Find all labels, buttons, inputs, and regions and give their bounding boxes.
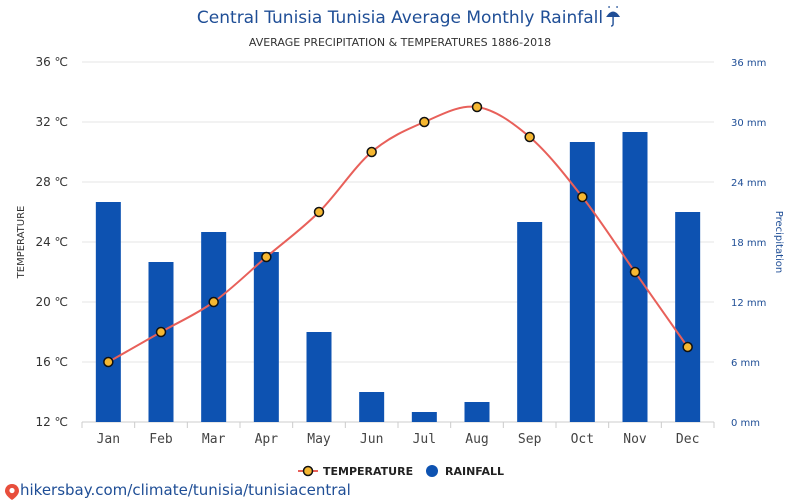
x-axis: Jan Feb Mar Apr May Jun Jul Aug Sep Oct Nov Dec	[97, 432, 700, 447]
x-tick-label: Nov	[623, 432, 647, 447]
y-right-tick-label: 24 mm	[731, 178, 766, 189]
y-left-tick-label: 20 ℃	[35, 295, 68, 309]
rainfall-bar-feb[interactable]	[148, 262, 174, 422]
x-tick-label: Jun	[360, 432, 383, 447]
legend-item-rainfall[interactable]: RAINFALL	[426, 465, 504, 478]
temperature-point-apr[interactable]	[261, 251, 272, 263]
y-right-tick-label: 36 mm	[731, 58, 766, 69]
y-right-tick-label: 18 mm	[731, 238, 766, 249]
temperature-point-aug[interactable]	[471, 101, 483, 113]
rainfall-bar-jan[interactable]	[95, 202, 121, 422]
y-axis-left: 12 ℃ 16 ℃ 20 ℃ 24 ℃ 28 ℃ 32 ℃ 36 ℃	[35, 55, 68, 429]
y-right-tick-label: 30 mm	[731, 118, 766, 129]
y-left-tick-label: 32 ℃	[35, 115, 68, 129]
chart-subtitle: AVERAGE PRECIPITATION & TEMPERATURES 188…	[249, 36, 551, 49]
y-right-tick-label: 0 mm	[731, 418, 760, 429]
rainfall-bar-jul[interactable]	[411, 412, 437, 422]
x-tick-label: Oct	[571, 432, 594, 447]
grid	[81, 61, 715, 428]
temperature-point-nov[interactable]	[629, 266, 641, 278]
y-axis-right: 0 mm 6 mm 12 mm 18 mm 24 mm 30 mm 36 mm	[731, 58, 766, 429]
legend[interactable]: TEMPERATURE RAINFALL	[298, 465, 504, 478]
source-text[interactable]: hikersbay.com/climate/tunisia/tunisiacen…	[20, 481, 351, 499]
temperature-point-jan[interactable]	[103, 356, 114, 368]
y-right-tick-label: 6 mm	[731, 358, 760, 369]
legend-rainfall-marker	[426, 465, 438, 477]
y-axis-right-label: Precipitation	[773, 211, 784, 274]
rainfall-bar-jun[interactable]	[359, 392, 385, 422]
temperature-line	[107, 105, 689, 363]
temperature-point-sep[interactable]	[524, 131, 535, 143]
rainfall-bar-sep[interactable]	[517, 222, 543, 422]
x-tick-label: Aug	[465, 432, 488, 447]
temperature-point-mar[interactable]	[208, 296, 219, 308]
temperature-point-oct[interactable]	[577, 191, 588, 203]
source-link[interactable]: hikersbay.com/climate/tunisia/tunisiacen…	[5, 481, 351, 500]
y-left-tick-label: 36 ℃	[35, 55, 68, 69]
y-right-tick-label: 12 mm	[731, 298, 766, 309]
rainfall-bar-apr[interactable]	[253, 252, 279, 422]
umbrella-rain-icon	[606, 6, 621, 27]
temperature-line-path	[107, 105, 689, 363]
rainfall-bar-aug[interactable]	[464, 402, 490, 422]
temperature-point-dec[interactable]	[682, 341, 693, 353]
chart-title: Central Tunisia Tunisia Average Monthly …	[197, 8, 603, 28]
location-pin-icon	[5, 484, 19, 500]
x-tick-label: Apr	[255, 432, 279, 447]
x-tick-label: Dec	[676, 432, 699, 447]
temperature-point-jul[interactable]	[419, 116, 430, 128]
x-tick-label: Feb	[149, 432, 173, 447]
rainfall-bar-mar[interactable]	[201, 232, 227, 422]
legend-item-temperature[interactable]: TEMPERATURE	[298, 465, 413, 478]
x-tick-label: May	[307, 432, 331, 447]
legend-temperature-marker	[302, 465, 314, 477]
rainfall-bars	[95, 132, 701, 422]
y-axis-left-label: TEMPERATURE	[16, 206, 27, 280]
rainfall-bar-dec[interactable]	[675, 212, 701, 422]
y-left-tick-label: 12 ℃	[35, 415, 68, 429]
temperature-markers	[103, 101, 693, 368]
x-tick-label: Sep	[518, 432, 542, 447]
chart-title-group: Central Tunisia Tunisia Average Monthly …	[197, 6, 621, 28]
rainfall-bar-may[interactable]	[306, 332, 332, 422]
y-left-tick-label: 24 ℃	[35, 235, 68, 249]
legend-rainfall-label: RAINFALL	[445, 465, 504, 478]
rainfall-bar-oct[interactable]	[569, 142, 595, 422]
y-left-tick-label: 16 ℃	[35, 355, 68, 369]
temperature-point-jun[interactable]	[366, 146, 377, 158]
x-tick-label: Jan	[97, 432, 120, 447]
legend-temperature-label: TEMPERATURE	[323, 465, 413, 478]
temperature-point-feb[interactable]	[155, 326, 167, 338]
temperature-point-may[interactable]	[313, 206, 325, 218]
x-tick-label: Mar	[202, 432, 226, 447]
x-tick-label: Jul	[413, 432, 436, 447]
y-left-tick-label: 28 ℃	[35, 175, 68, 189]
